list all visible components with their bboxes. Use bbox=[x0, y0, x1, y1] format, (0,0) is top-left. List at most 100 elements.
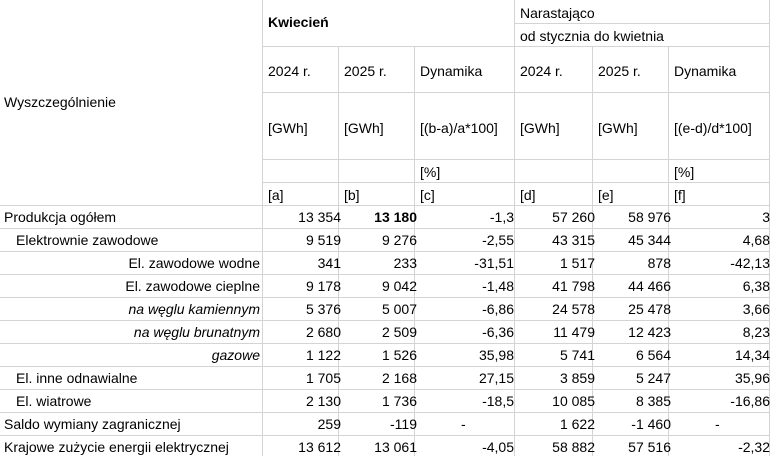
table-cell: -119 bbox=[390, 416, 417, 432]
column-header-letter: [c] bbox=[420, 187, 435, 203]
row-label: El. inne odnawialne bbox=[16, 370, 138, 386]
table-cell: 8 385 bbox=[635, 393, 671, 409]
grid-line-horizontal bbox=[0, 205, 770, 206]
table-cell: - bbox=[461, 416, 466, 432]
table-cell: 5 376 bbox=[305, 301, 341, 317]
grid-line-horizontal bbox=[262, 46, 770, 47]
table-cell: 9 276 bbox=[381, 232, 417, 248]
table-cell: 41 798 bbox=[552, 278, 595, 294]
table-cell: 24 578 bbox=[552, 301, 595, 317]
column-header-percent: [%] bbox=[674, 164, 695, 180]
table-cell: 9 178 bbox=[305, 278, 341, 294]
grid-line-horizontal bbox=[0, 435, 770, 436]
grid-line-horizontal bbox=[262, 182, 770, 183]
row-label: na węglu kamiennym bbox=[128, 301, 260, 317]
table-cell: 6 564 bbox=[635, 347, 671, 363]
table-cell: 5 741 bbox=[559, 347, 595, 363]
grid-line-horizontal bbox=[0, 251, 770, 252]
table-cell: -18,5 bbox=[482, 393, 514, 409]
table-cell: 9 519 bbox=[305, 232, 341, 248]
column-header-unit: [GWh] bbox=[520, 120, 560, 136]
table-cell: 10 085 bbox=[552, 393, 595, 409]
row-label: El. zawodowe cieplne bbox=[125, 278, 260, 294]
row-label: Krajowe zużycie energii elektrycznej bbox=[4, 439, 229, 455]
table-cell: -16,86 bbox=[730, 393, 770, 409]
table-cell: 27,15 bbox=[478, 370, 514, 386]
table-cell: -1,3 bbox=[489, 209, 514, 225]
grid-line-horizontal bbox=[262, 92, 770, 93]
table-cell: 3,66 bbox=[742, 301, 770, 317]
table-cell: 13 354 bbox=[298, 209, 341, 225]
table-cell: 44 466 bbox=[628, 278, 671, 294]
month-header: Kwiecień bbox=[268, 14, 329, 30]
column-header-year: 2025 r. bbox=[598, 63, 641, 79]
table-cell: 13 612 bbox=[298, 439, 341, 455]
row-label: na węglu brunatnym bbox=[133, 324, 260, 340]
column-header-unit: [(b-a)/a*100] bbox=[420, 120, 498, 136]
column-header-percent: [%] bbox=[420, 164, 441, 180]
table-cell: 6,38 bbox=[742, 278, 770, 294]
table-cell: 58 882 bbox=[552, 439, 595, 455]
table-cell: 1 122 bbox=[305, 347, 341, 363]
grid-line-horizontal bbox=[514, 23, 770, 24]
row-label: El. zawodowe wodne bbox=[128, 255, 260, 271]
table-cell: 1 517 bbox=[559, 255, 595, 271]
table-cell: 12 423 bbox=[628, 324, 671, 340]
table-cell: 3 859 bbox=[559, 370, 595, 386]
column-header-year: 2025 r. bbox=[344, 63, 387, 79]
column-header-year: 2024 r. bbox=[520, 63, 563, 79]
row-label: Saldo wymiany zagranicznej bbox=[4, 416, 181, 432]
column-header-unit: [(e-d)/d*100] bbox=[674, 120, 752, 136]
table-cell: -31,51 bbox=[474, 255, 514, 271]
cumulative-header-line2: od stycznia do kwietnia bbox=[520, 28, 664, 44]
table-cell: -2,32 bbox=[738, 439, 770, 455]
column-header-year: Dynamika bbox=[420, 63, 483, 79]
table-cell: -2,55 bbox=[482, 232, 514, 248]
table-cell: -4,05 bbox=[482, 439, 514, 455]
column-header-unit: [GWh] bbox=[344, 120, 384, 136]
table-cell: 57 260 bbox=[552, 209, 595, 225]
table-cell: 2 680 bbox=[305, 324, 341, 340]
table-cell: 8,23 bbox=[742, 324, 770, 340]
table-cell: 2 130 bbox=[305, 393, 341, 409]
grid-line-horizontal bbox=[0, 274, 770, 275]
table-cell: 1 705 bbox=[305, 370, 341, 386]
table-cell: 1 622 bbox=[559, 416, 595, 432]
table-cell: - bbox=[715, 416, 720, 432]
column-header-unit: [GWh] bbox=[268, 120, 308, 136]
grid-line-horizontal bbox=[0, 320, 770, 321]
grid-line-horizontal bbox=[0, 228, 770, 229]
table-cell: 35,96 bbox=[734, 370, 770, 386]
table-cell: 2 509 bbox=[381, 324, 417, 340]
table-cell: 11 479 bbox=[553, 324, 595, 340]
table-cell: 13 180 bbox=[374, 209, 417, 225]
table-cell: 878 bbox=[647, 255, 671, 271]
table-cell: 13 061 bbox=[374, 439, 417, 455]
grid-line-horizontal bbox=[0, 343, 770, 344]
table-cell: 58 976 bbox=[628, 209, 671, 225]
column-header-year: Dynamika bbox=[674, 63, 737, 79]
column-header-letter: [e] bbox=[598, 187, 614, 203]
table-cell: 341 bbox=[317, 255, 341, 271]
table-cell: 5 007 bbox=[381, 301, 417, 317]
table-cell: -1,48 bbox=[482, 278, 514, 294]
row-label: Elektrownie zawodowe bbox=[16, 232, 159, 248]
row-label-header: Wyszczególnienie bbox=[4, 94, 116, 110]
column-header-year: 2024 r. bbox=[268, 63, 311, 79]
column-header-letter: [a] bbox=[268, 187, 284, 203]
table-cell: 4,68 bbox=[742, 232, 770, 248]
table-cell: 1 526 bbox=[381, 347, 417, 363]
table-cell: 57 516 bbox=[628, 439, 671, 455]
grid-line-horizontal bbox=[0, 389, 770, 390]
column-header-unit: [GWh] bbox=[598, 120, 638, 136]
grid-line-horizontal bbox=[0, 412, 770, 413]
table-cell: 259 bbox=[317, 416, 341, 432]
table-cell: -1 460 bbox=[631, 416, 671, 432]
table-cell: 3 bbox=[762, 209, 770, 225]
table-cell: 2 168 bbox=[381, 370, 417, 386]
table-cell: 25 478 bbox=[628, 301, 671, 317]
table-cell: -42,13 bbox=[730, 255, 770, 271]
row-label: gazowe bbox=[211, 347, 260, 363]
column-header-letter: [b] bbox=[344, 187, 360, 203]
